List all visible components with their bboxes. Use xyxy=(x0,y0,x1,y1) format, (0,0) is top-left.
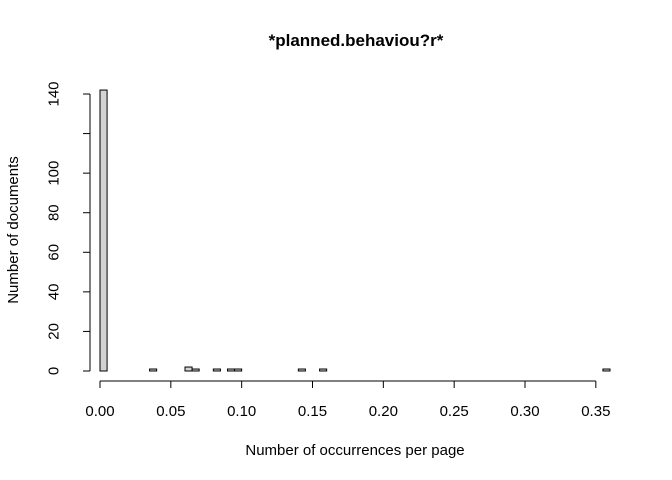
histogram-bar xyxy=(234,368,243,372)
y-axis: 0 20 40 60 80 100 140 xyxy=(46,81,91,375)
y-tick-label: 80 xyxy=(46,204,63,221)
histogram-bar xyxy=(191,368,200,372)
histogram-bar xyxy=(297,368,306,372)
x-tick-label: 0.25 xyxy=(440,403,469,420)
y-axis-label: Number of documents xyxy=(5,156,22,304)
x-tick-label: 0.00 xyxy=(85,403,114,420)
y-tick-label: 40 xyxy=(46,284,63,301)
histogram-bar xyxy=(212,368,221,372)
y-tick-label: 0 xyxy=(46,367,63,375)
x-tick-label: 0.30 xyxy=(510,403,539,420)
histogram-bar xyxy=(602,368,611,372)
histogram-bar xyxy=(227,368,236,372)
y-tick-label: 140 xyxy=(46,81,63,106)
histogram-bar xyxy=(184,366,193,372)
x-tick-label: 0.35 xyxy=(581,403,610,420)
chart-title: *planned.behaviou?r* xyxy=(269,31,444,50)
x-axis-label: Number of occurrences per page xyxy=(245,442,464,459)
x-tick-label: 0.05 xyxy=(156,403,185,420)
histogram-bar xyxy=(99,89,108,372)
y-tick-label: 60 xyxy=(46,244,63,261)
histogram-bar xyxy=(149,368,158,372)
x-tick-label: 0.20 xyxy=(369,403,398,420)
histogram-bars xyxy=(99,89,611,372)
x-tick-label: 0.10 xyxy=(227,403,256,420)
y-tick-label: 20 xyxy=(46,323,63,340)
y-tick-label: 100 xyxy=(46,161,63,186)
histogram-bar xyxy=(319,368,328,372)
x-axis: 0.00 0.05 0.10 0.15 0.20 0.25 0.30 0.35 xyxy=(85,380,610,420)
x-tick-label: 0.15 xyxy=(298,403,327,420)
